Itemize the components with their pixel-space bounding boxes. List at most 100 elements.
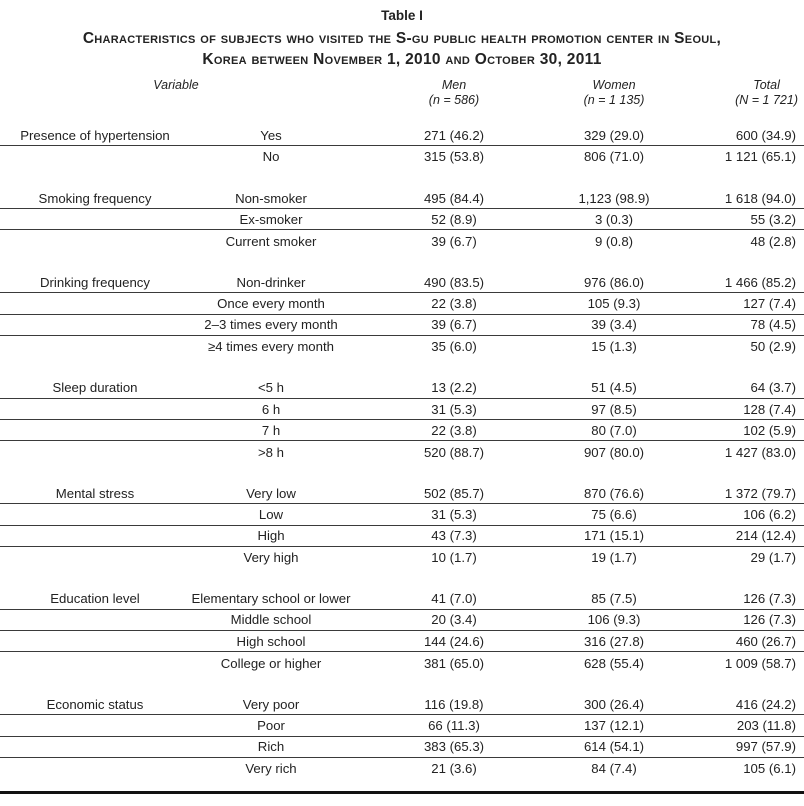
variable-cell: Education level xyxy=(50,591,140,607)
table-row: Ex-smoker 52 (8.9) 3 (0.3) 55 (3.2) xyxy=(0,209,804,231)
category-cell: No xyxy=(262,149,280,165)
category-cell: Very low xyxy=(246,485,296,501)
total-value-cell: 128 (7.4) xyxy=(743,401,796,417)
category-cell: ≥4 times every month xyxy=(208,339,334,355)
table-row: Middle school 20 (3.4) 106 (9.3) 126 (7.3) xyxy=(0,610,804,632)
total-value-cell: 29 (1.7) xyxy=(750,550,796,566)
table-row: 2–3 times every month 39 (6.7) 39 (3.4) 78 … xyxy=(0,315,804,336)
total-value-cell: 214 (12.4) xyxy=(735,528,796,544)
total-value-cell: 105 (6.1) xyxy=(743,761,796,777)
women-value-cell: 614 (54.1) xyxy=(583,739,645,755)
men-value-cell: 13 (2.2) xyxy=(431,380,477,396)
group-spacer xyxy=(0,357,804,377)
table-row: Low 31 (5.3) 75 (6.6) 106 (6.2) xyxy=(0,504,804,526)
men-value-cell: 22 (3.8) xyxy=(431,296,477,312)
women-value-cell: 316 (27.8) xyxy=(583,633,645,649)
table-bottom-rule xyxy=(0,791,804,795)
table-row: Sleep duration <5 h 13 (2.2) 51 (4.5) 64 (3.… xyxy=(0,378,804,399)
header-total-n: (N = 1 721) xyxy=(735,92,798,107)
table-row: Very rich 21 (3.6) 84 (7.4) 105 (6.1) xyxy=(0,758,804,779)
men-value-cell: 39 (6.7) xyxy=(431,233,477,249)
women-value-cell: 39 (3.4) xyxy=(591,317,637,333)
group-spacer xyxy=(0,568,804,588)
variable-cell: Mental stress xyxy=(55,485,135,501)
category-cell: <5 h xyxy=(257,380,285,396)
table-row: >8 h 520 (88.7) 907 (80.0) 1 427 (83.0) xyxy=(0,441,804,462)
total-value-cell: 126 (7.3) xyxy=(743,612,796,628)
men-value-cell: 31 (5.3) xyxy=(431,401,477,417)
group-spacer xyxy=(0,252,804,272)
category-cell: Very rich xyxy=(245,761,297,777)
table-column-headers: Variable Men (n = 586) Women (n = 1 135)… xyxy=(0,78,804,107)
category-cell: >8 h xyxy=(257,444,285,460)
total-value-cell: 600 (34.9) xyxy=(735,127,796,143)
women-value-cell: 137 (12.1) xyxy=(583,717,645,733)
women-value-cell: 976 (86.0) xyxy=(583,274,645,290)
women-value-cell: 19 (1.7) xyxy=(591,550,637,566)
category-cell: College or higher xyxy=(220,655,322,671)
group-spacer xyxy=(0,674,804,694)
total-value-cell: 203 (11.8) xyxy=(736,717,796,733)
women-value-cell: 1,123 (98.9) xyxy=(578,190,650,206)
table-row: 7 h 22 (3.8) 80 (7.0) 102 (5.9) xyxy=(0,420,804,442)
men-value-cell: 144 (24.6) xyxy=(423,633,485,649)
total-value-cell: 1 618 (94.0) xyxy=(724,190,796,206)
women-value-cell: 15 (1.3) xyxy=(591,339,637,355)
women-value-cell: 80 (7.0) xyxy=(591,422,637,438)
header-total-label: Total xyxy=(753,78,780,92)
total-value-cell: 102 (5.9) xyxy=(743,422,796,438)
total-value-cell: 1 121 (65.1) xyxy=(724,149,796,165)
total-value-cell: 1 009 (58.7) xyxy=(724,655,796,671)
men-value-cell: 43 (7.3) xyxy=(431,528,477,544)
category-cell: Rich xyxy=(257,739,285,755)
men-value-cell: 21 (3.6) xyxy=(431,761,477,777)
header-women-n: (n = 1 135) xyxy=(583,92,645,107)
total-value-cell: 1 427 (83.0) xyxy=(724,444,796,460)
men-value-cell: 52 (8.9) xyxy=(431,211,477,227)
men-value-cell: 383 (65.3) xyxy=(423,739,485,755)
men-value-cell: 502 (85.7) xyxy=(423,485,485,501)
total-value-cell: 55 (3.2) xyxy=(750,211,796,227)
women-value-cell: 300 (26.4) xyxy=(583,696,645,712)
men-value-cell: 381 (65.0) xyxy=(423,655,485,671)
women-value-cell: 9 (0.8) xyxy=(594,233,634,249)
category-cell: Elementary school or lower xyxy=(191,591,351,607)
table-row: Smoking frequency Non-smoker 495 (84.4) 1,1… xyxy=(0,188,804,210)
category-cell: Current smoker xyxy=(225,233,317,249)
men-value-cell: 495 (84.4) xyxy=(423,190,485,206)
table-row: Drinking frequency Non-drinker 490 (83.5) 9… xyxy=(0,272,804,294)
category-cell: Yes xyxy=(260,127,282,143)
caption-line-1: Characteristics of subjects who visited … xyxy=(82,30,722,47)
men-value-cell: 490 (83.5) xyxy=(423,274,485,290)
women-value-cell: 628 (55.4) xyxy=(583,655,645,671)
header-men-n: (n = 586) xyxy=(428,92,480,107)
table-row: College or higher 381 (65.0) 628 (55.4) 1 0… xyxy=(0,652,804,673)
total-value-cell: 50 (2.9) xyxy=(750,339,796,355)
category-cell: 6 h xyxy=(261,401,281,417)
category-cell: Very poor xyxy=(242,696,300,712)
variable-cell: Presence of hypertension xyxy=(20,127,170,143)
group-spacer xyxy=(0,168,804,188)
total-value-cell: 48 (2.8) xyxy=(750,233,796,249)
total-value-cell: 460 (26.7) xyxy=(735,633,796,649)
total-value-cell: 127 (7.4) xyxy=(743,296,796,312)
category-cell: Very high xyxy=(243,550,299,566)
header-women: Women (n = 1 135) xyxy=(556,78,672,107)
total-value-cell: 126 (7.3) xyxy=(743,591,796,607)
men-value-cell: 22 (3.8) xyxy=(431,422,477,438)
category-cell: Low xyxy=(258,506,284,522)
men-value-cell: 271 (46.2) xyxy=(423,127,485,143)
variable-cell: Drinking frequency xyxy=(40,274,150,290)
women-value-cell: 51 (4.5) xyxy=(591,380,637,396)
total-value-cell: 997 (57.9) xyxy=(735,739,796,755)
table-row: Mental stress Very low 502 (85.7) 870 (76.6… xyxy=(0,483,804,505)
women-value-cell: 105 (9.3) xyxy=(587,296,641,312)
category-cell: High school xyxy=(236,633,306,649)
men-value-cell: 520 (88.7) xyxy=(423,444,485,460)
table-caption: Characteristics of subjects who visited … xyxy=(0,28,804,70)
total-value-cell: 64 (3.7) xyxy=(750,380,796,396)
men-value-cell: 10 (1.7) xyxy=(431,550,477,566)
women-value-cell: 806 (71.0) xyxy=(583,149,645,165)
variable-cell: Smoking frequency xyxy=(38,190,152,206)
table-row: 6 h 31 (5.3) 97 (8.5) 128 (7.4) xyxy=(0,399,804,421)
